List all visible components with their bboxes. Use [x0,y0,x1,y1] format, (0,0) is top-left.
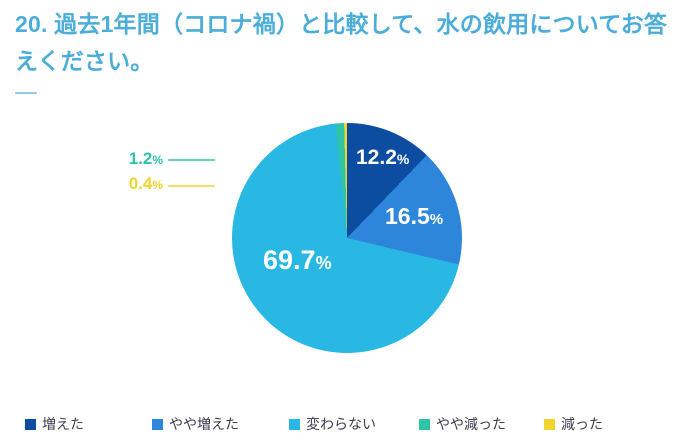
legend-swatch [25,418,36,430]
legend-swatch [152,418,163,430]
percent-sign: % [315,253,332,273]
legend-swatch [544,418,555,430]
legend-label: やや増えた [169,416,239,432]
pie-chart [232,123,462,353]
legend-swatch [419,418,430,430]
slice-value: 69.7 [263,245,316,275]
legend-label: 増えた [42,416,84,432]
title-underline-dash [15,92,37,94]
percent-sign: % [396,151,410,167]
slice-label-yaya-fueta: 16.5% [385,203,443,230]
legend-item-yaya-hetta: やや減った [419,414,506,434]
callout-value: 1.2 [128,149,153,168]
slice-value: 12.2 [356,146,397,169]
legend-item-fueta: 増えた [25,414,84,434]
legend-label: 減った [561,416,603,432]
percent-sign: % [429,211,444,228]
callout-label-yaya-hetta: 1.2% [99,149,163,169]
chart-title: 20. 過去1年間（コロナ禍）と比較して、水の飲用についてお答えください。 [15,11,668,75]
callout-leader-line [168,159,215,161]
legend-swatch [289,418,300,430]
percent-sign: % [152,153,163,167]
legend-label: 変わらない [306,416,376,432]
callout-label-hetta: 0.4% [99,174,163,194]
legend-label: やや減った [436,416,506,432]
slice-value: 16.5 [385,203,430,229]
legend-item-kawaranai: 変わらない [289,414,376,434]
callout-leader-line [168,185,215,187]
slice-label-fueta: 12.2% [356,146,409,170]
legend-item-yaya-fueta: やや増えた [152,414,239,434]
callout-value: 0.4 [128,174,153,193]
legend-item-hetta: 減った [544,414,603,434]
slice-label-kawaranai: 69.7% [263,245,332,276]
percent-sign: % [152,178,163,192]
